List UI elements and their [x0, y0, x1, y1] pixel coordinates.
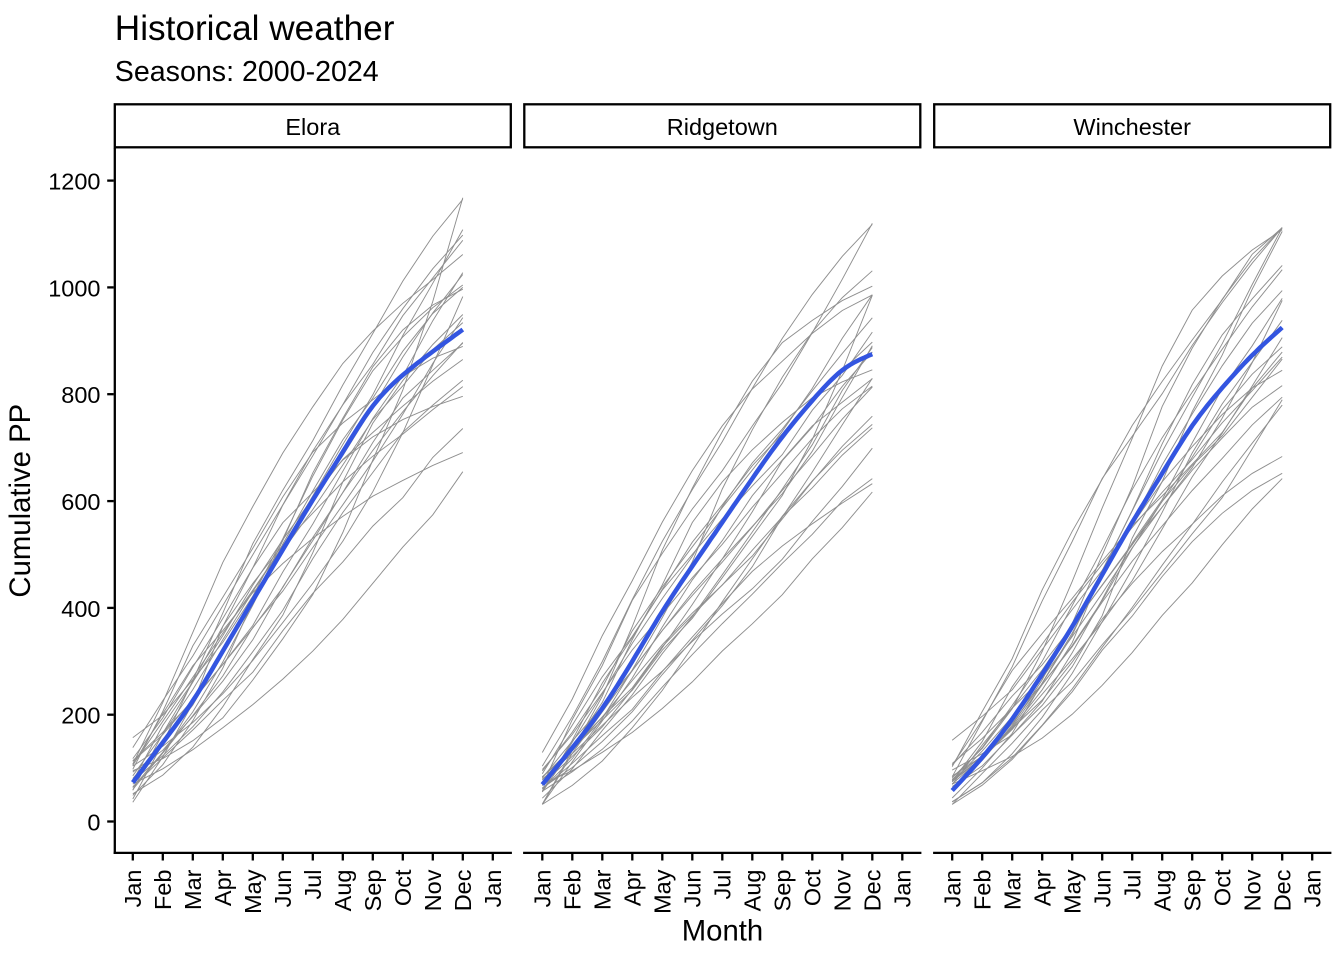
svg-text:Month: Month: [682, 914, 763, 947]
svg-text:Winchester: Winchester: [1073, 114, 1191, 140]
svg-text:400: 400: [61, 596, 100, 622]
svg-text:Historical weather: Historical weather: [115, 9, 395, 48]
svg-text:Feb: Feb: [970, 870, 996, 911]
svg-text:Jan: Jan: [1300, 870, 1326, 908]
svg-text:Nov: Nov: [830, 869, 856, 911]
svg-text:Aug: Aug: [740, 870, 766, 912]
svg-text:Jan: Jan: [120, 870, 146, 908]
svg-text:1000: 1000: [48, 275, 100, 301]
svg-text:Oct: Oct: [390, 869, 416, 906]
svg-text:Elora: Elora: [285, 114, 341, 140]
svg-text:Sep: Sep: [770, 870, 796, 912]
svg-text:Feb: Feb: [560, 870, 586, 911]
svg-text:800: 800: [61, 382, 100, 408]
svg-text:Oct: Oct: [1210, 869, 1236, 906]
svg-text:Mar: Mar: [590, 869, 616, 910]
svg-text:Mar: Mar: [1000, 869, 1026, 910]
svg-text:Aug: Aug: [330, 870, 356, 912]
svg-text:Jan: Jan: [940, 870, 966, 908]
svg-text:May: May: [650, 869, 676, 914]
svg-text:Seasons: 2000-2024: Seasons: 2000-2024: [115, 56, 379, 88]
svg-text:Mar: Mar: [180, 869, 206, 910]
svg-text:Sep: Sep: [360, 870, 386, 912]
svg-text:Sep: Sep: [1180, 870, 1206, 912]
svg-text:Jan: Jan: [890, 870, 916, 908]
svg-text:Nov: Nov: [1240, 869, 1266, 911]
svg-text:Jun: Jun: [680, 870, 706, 908]
svg-text:Jul: Jul: [1120, 870, 1146, 900]
svg-text:200: 200: [61, 703, 100, 729]
svg-text:Jan: Jan: [480, 870, 506, 908]
svg-text:Dec: Dec: [1270, 869, 1296, 911]
svg-text:Ridgetown: Ridgetown: [667, 114, 778, 140]
svg-text:Feb: Feb: [150, 870, 176, 911]
svg-text:Apr: Apr: [210, 869, 236, 906]
svg-text:Jun: Jun: [1090, 870, 1116, 908]
svg-text:Jan: Jan: [530, 870, 556, 908]
svg-text:Dec: Dec: [860, 869, 886, 911]
svg-text:Jul: Jul: [710, 870, 736, 900]
svg-text:Nov: Nov: [420, 869, 446, 911]
svg-text:Jul: Jul: [300, 870, 326, 900]
svg-text:0: 0: [87, 810, 100, 836]
svg-text:Apr: Apr: [620, 869, 646, 906]
svg-text:May: May: [240, 869, 266, 914]
svg-text:1200: 1200: [48, 169, 100, 195]
svg-text:600: 600: [61, 489, 100, 515]
svg-text:Aug: Aug: [1150, 870, 1176, 912]
svg-text:May: May: [1060, 869, 1086, 914]
svg-text:Apr: Apr: [1030, 869, 1056, 906]
svg-text:Dec: Dec: [450, 869, 476, 911]
svg-text:Cumulative PP: Cumulative PP: [4, 404, 37, 598]
svg-text:Jun: Jun: [270, 870, 296, 908]
svg-text:Oct: Oct: [800, 869, 826, 906]
